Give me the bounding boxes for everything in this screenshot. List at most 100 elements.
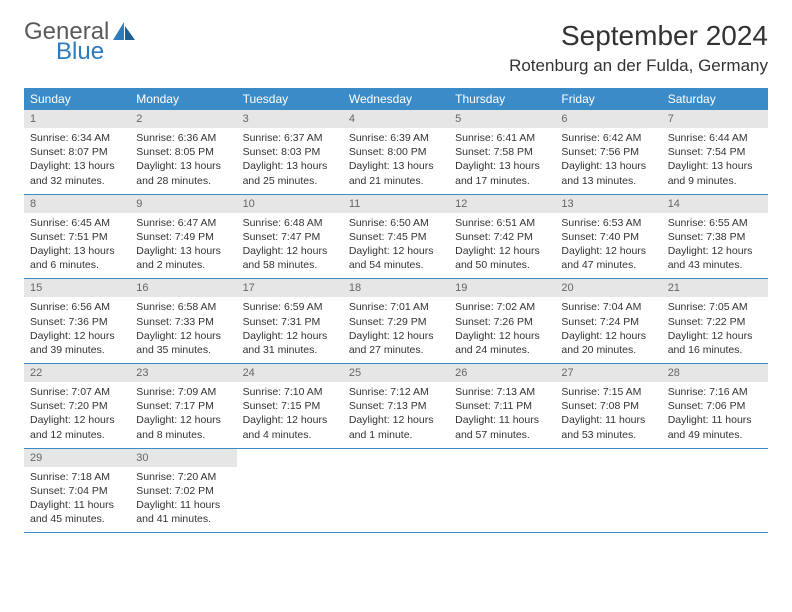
sunset-line: Sunset: 8:00 PM [349,145,443,159]
day-cell: Sunrise: 7:20 AMSunset: 7:02 PMDaylight:… [130,467,236,533]
day-number: 20 [555,279,661,298]
sunset-line: Sunset: 7:33 PM [136,315,230,329]
day-cell: Sunrise: 6:36 AMSunset: 8:05 PMDaylight:… [130,128,236,194]
sunrise-line: Sunrise: 7:04 AM [561,300,655,314]
sunrise-line: Sunrise: 7:20 AM [136,470,230,484]
day-cell: Sunrise: 6:48 AMSunset: 7:47 PMDaylight:… [237,213,343,279]
day-number: 15 [24,279,130,298]
day-cell: Sunrise: 6:51 AMSunset: 7:42 PMDaylight:… [449,213,555,279]
day-header: Wednesday [343,88,449,110]
daylight-line: Daylight: 12 hours and 50 minutes. [455,244,549,272]
sunrise-line: Sunrise: 6:56 AM [30,300,124,314]
day-number [343,448,449,467]
day-header: Thursday [449,88,555,110]
sunrise-line: Sunrise: 6:36 AM [136,131,230,145]
day-number-row: 15161718192021 [24,279,768,298]
day-number: 17 [237,279,343,298]
sunrise-line: Sunrise: 6:42 AM [561,131,655,145]
daylight-line: Daylight: 12 hours and 20 minutes. [561,329,655,357]
sunset-line: Sunset: 7:45 PM [349,230,443,244]
daylight-line: Daylight: 11 hours and 53 minutes. [561,413,655,441]
daylight-line: Daylight: 12 hours and 54 minutes. [349,244,443,272]
day-header: Monday [130,88,236,110]
sunset-line: Sunset: 7:38 PM [668,230,762,244]
sunset-line: Sunset: 7:26 PM [455,315,549,329]
title-block: September 2024 Rotenburg an der Fulda, G… [509,20,768,76]
daylight-line: Daylight: 13 hours and 25 minutes. [243,159,337,187]
daylight-line: Daylight: 11 hours and 57 minutes. [455,413,549,441]
day-number: 25 [343,364,449,383]
daylight-line: Daylight: 12 hours and 24 minutes. [455,329,549,357]
day-number: 22 [24,364,130,383]
sunrise-line: Sunrise: 7:13 AM [455,385,549,399]
day-cell: Sunrise: 6:56 AMSunset: 7:36 PMDaylight:… [24,297,130,363]
daylight-line: Daylight: 12 hours and 12 minutes. [30,413,124,441]
sunrise-line: Sunrise: 6:39 AM [349,131,443,145]
sunset-line: Sunset: 7:31 PM [243,315,337,329]
day-cell: Sunrise: 7:02 AMSunset: 7:26 PMDaylight:… [449,297,555,363]
day-data-row: Sunrise: 6:45 AMSunset: 7:51 PMDaylight:… [24,213,768,279]
sunrise-line: Sunrise: 7:07 AM [30,385,124,399]
sunset-line: Sunset: 7:06 PM [668,399,762,413]
sunrise-line: Sunrise: 7:18 AM [30,470,124,484]
sunset-line: Sunset: 7:15 PM [243,399,337,413]
sunset-line: Sunset: 7:20 PM [30,399,124,413]
day-number-row: 1234567 [24,110,768,128]
daylight-line: Daylight: 13 hours and 21 minutes. [349,159,443,187]
daylight-line: Daylight: 11 hours and 41 minutes. [136,498,230,526]
sunset-line: Sunset: 8:07 PM [30,145,124,159]
daylight-line: Daylight: 12 hours and 31 minutes. [243,329,337,357]
day-number: 26 [449,364,555,383]
sunrise-line: Sunrise: 7:02 AM [455,300,549,314]
day-cell: Sunrise: 6:47 AMSunset: 7:49 PMDaylight:… [130,213,236,279]
sunrise-line: Sunrise: 7:16 AM [668,385,762,399]
day-cell: Sunrise: 7:18 AMSunset: 7:04 PMDaylight:… [24,467,130,533]
day-number: 2 [130,110,236,128]
day-number: 5 [449,110,555,128]
day-cell [555,467,661,533]
sunrise-line: Sunrise: 6:44 AM [668,131,762,145]
daylight-line: Daylight: 13 hours and 32 minutes. [30,159,124,187]
sunset-line: Sunset: 7:51 PM [30,230,124,244]
day-number: 6 [555,110,661,128]
daylight-line: Daylight: 12 hours and 16 minutes. [668,329,762,357]
day-data-row: Sunrise: 6:56 AMSunset: 7:36 PMDaylight:… [24,297,768,363]
sunrise-line: Sunrise: 6:47 AM [136,216,230,230]
daylight-line: Daylight: 11 hours and 45 minutes. [30,498,124,526]
day-number: 3 [237,110,343,128]
sunrise-line: Sunrise: 6:55 AM [668,216,762,230]
day-cell: Sunrise: 6:59 AMSunset: 7:31 PMDaylight:… [237,297,343,363]
sunset-line: Sunset: 7:22 PM [668,315,762,329]
logo: General Blue [24,20,135,64]
sunset-line: Sunset: 8:03 PM [243,145,337,159]
day-cell: Sunrise: 6:39 AMSunset: 8:00 PMDaylight:… [343,128,449,194]
sunrise-line: Sunrise: 7:15 AM [561,385,655,399]
calendar-table: SundayMondayTuesdayWednesdayThursdayFrid… [24,88,768,533]
daylight-line: Daylight: 12 hours and 4 minutes. [243,413,337,441]
daylight-line: Daylight: 13 hours and 17 minutes. [455,159,549,187]
sunrise-line: Sunrise: 7:10 AM [243,385,337,399]
sunset-line: Sunset: 7:42 PM [455,230,549,244]
daylight-line: Daylight: 13 hours and 6 minutes. [30,244,124,272]
sunset-line: Sunset: 7:02 PM [136,484,230,498]
daylight-line: Daylight: 12 hours and 47 minutes. [561,244,655,272]
day-cell: Sunrise: 6:55 AMSunset: 7:38 PMDaylight:… [662,213,768,279]
day-cell: Sunrise: 7:05 AMSunset: 7:22 PMDaylight:… [662,297,768,363]
daylight-line: Daylight: 13 hours and 9 minutes. [668,159,762,187]
sunrise-line: Sunrise: 6:50 AM [349,216,443,230]
day-cell: Sunrise: 7:09 AMSunset: 7:17 PMDaylight:… [130,382,236,448]
daylight-line: Daylight: 12 hours and 43 minutes. [668,244,762,272]
day-cell: Sunrise: 6:42 AMSunset: 7:56 PMDaylight:… [555,128,661,194]
sunset-line: Sunset: 7:08 PM [561,399,655,413]
sunrise-line: Sunrise: 6:58 AM [136,300,230,314]
day-number: 9 [130,194,236,213]
sunset-line: Sunset: 7:40 PM [561,230,655,244]
day-data-row: Sunrise: 6:34 AMSunset: 8:07 PMDaylight:… [24,128,768,194]
sunrise-line: Sunrise: 6:45 AM [30,216,124,230]
sunset-line: Sunset: 7:24 PM [561,315,655,329]
day-number: 7 [662,110,768,128]
day-cell: Sunrise: 7:16 AMSunset: 7:06 PMDaylight:… [662,382,768,448]
day-cell: Sunrise: 7:12 AMSunset: 7:13 PMDaylight:… [343,382,449,448]
day-number: 16 [130,279,236,298]
day-number-row: 2930 [24,448,768,467]
